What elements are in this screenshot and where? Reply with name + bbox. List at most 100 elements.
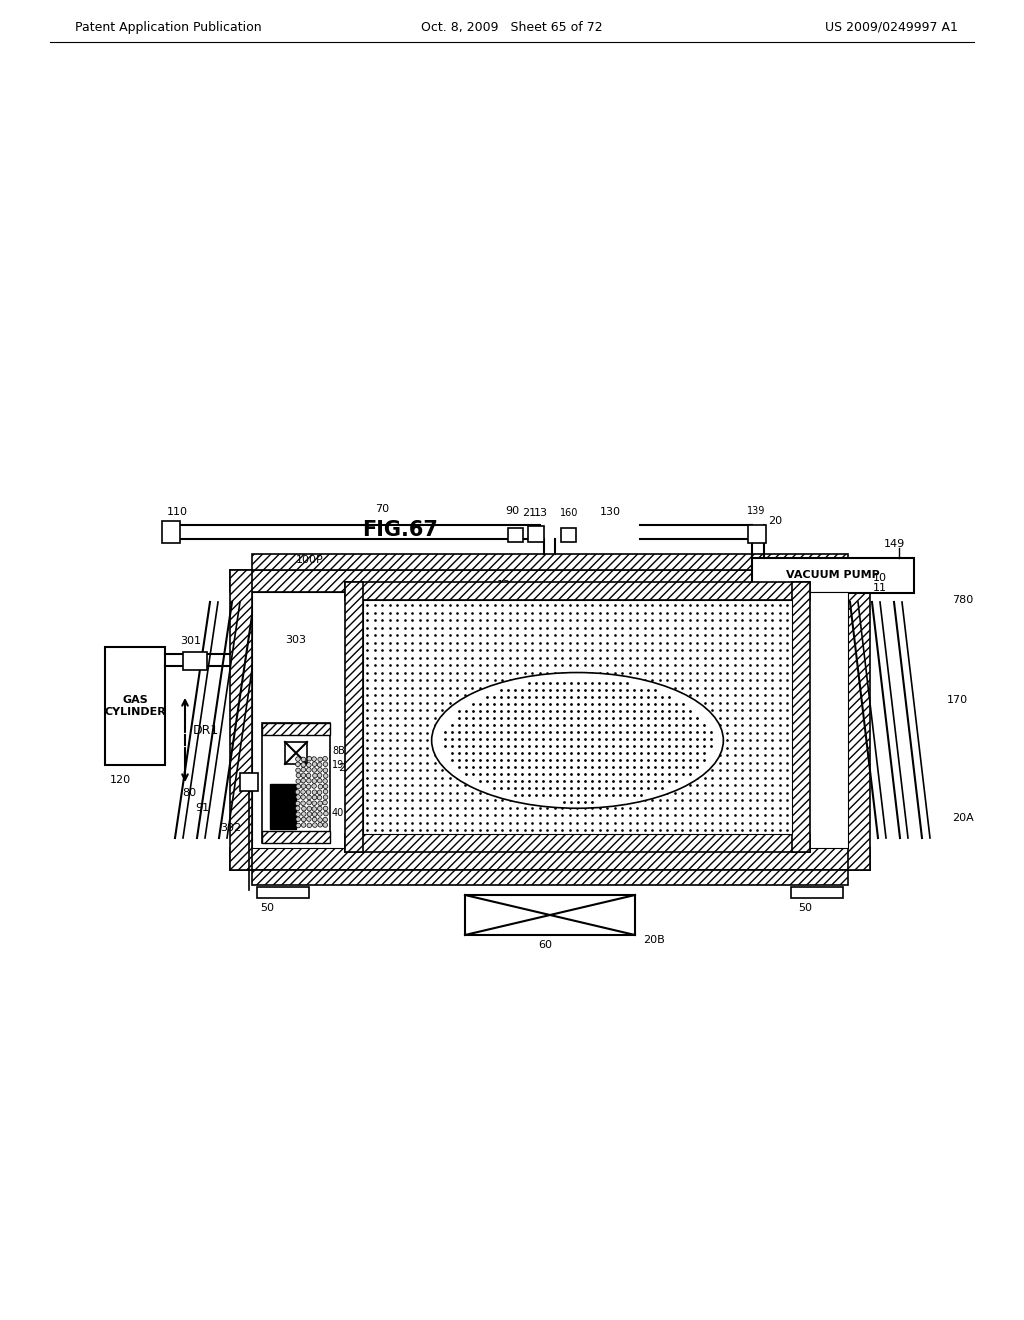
Circle shape — [296, 784, 301, 788]
Circle shape — [301, 774, 305, 777]
Text: 8B: 8B — [332, 746, 345, 756]
Circle shape — [318, 784, 323, 789]
Circle shape — [296, 779, 300, 784]
Circle shape — [324, 784, 328, 788]
Bar — [848, 570, 870, 870]
Circle shape — [317, 758, 323, 762]
Circle shape — [311, 756, 316, 762]
Text: 160: 160 — [560, 508, 579, 517]
Bar — [508, 528, 523, 543]
Bar — [345, 834, 810, 851]
Text: 303: 303 — [285, 635, 306, 645]
Bar — [262, 723, 330, 843]
Text: 10: 10 — [873, 573, 887, 583]
Text: 20A: 20A — [952, 813, 974, 822]
Circle shape — [296, 817, 300, 821]
Bar — [230, 570, 870, 591]
Circle shape — [312, 812, 316, 817]
Text: 21: 21 — [522, 508, 537, 517]
Circle shape — [323, 779, 328, 783]
Text: DR1: DR1 — [193, 723, 219, 737]
Bar — [561, 528, 575, 543]
Bar — [752, 558, 914, 593]
Circle shape — [324, 774, 328, 779]
Text: 120: 120 — [110, 775, 131, 785]
Circle shape — [307, 812, 311, 816]
Text: 90: 90 — [505, 506, 519, 516]
Circle shape — [296, 768, 300, 772]
Circle shape — [296, 756, 300, 762]
Circle shape — [323, 800, 328, 805]
Bar — [252, 591, 848, 847]
Text: GAS
CYLINDER: GAS CYLINDER — [104, 696, 166, 717]
Circle shape — [312, 774, 317, 777]
Text: 50: 50 — [798, 903, 812, 913]
Circle shape — [312, 817, 316, 822]
Circle shape — [306, 763, 311, 767]
Circle shape — [312, 807, 316, 812]
Circle shape — [323, 817, 328, 822]
Circle shape — [324, 789, 328, 793]
Circle shape — [301, 779, 305, 783]
Text: 13: 13 — [534, 508, 548, 517]
Bar — [262, 723, 330, 735]
Circle shape — [323, 822, 328, 828]
Text: 80: 80 — [182, 788, 197, 799]
Text: Oct. 8, 2009   Sheet 65 of 72: Oct. 8, 2009 Sheet 65 of 72 — [421, 21, 603, 33]
Circle shape — [317, 774, 322, 777]
Circle shape — [306, 784, 311, 789]
Circle shape — [301, 763, 305, 767]
Text: 40: 40 — [332, 808, 344, 818]
Text: VACUUM PUMP: VACUUM PUMP — [786, 570, 880, 581]
Text: Patent Application Publication: Patent Application Publication — [75, 21, 261, 33]
Circle shape — [307, 800, 311, 805]
Circle shape — [306, 817, 311, 821]
Text: 5B: 5B — [567, 603, 584, 616]
Circle shape — [312, 762, 316, 767]
Circle shape — [306, 789, 311, 795]
Bar — [345, 582, 810, 601]
Circle shape — [301, 822, 306, 828]
Text: 20B: 20B — [643, 935, 665, 945]
Circle shape — [317, 796, 322, 800]
Circle shape — [296, 824, 301, 828]
Bar — [105, 647, 165, 766]
Text: 20: 20 — [768, 516, 782, 525]
Bar — [792, 582, 810, 851]
Circle shape — [301, 812, 306, 816]
Bar — [252, 554, 848, 570]
Bar — [285, 742, 307, 764]
Circle shape — [301, 795, 305, 800]
Text: 70: 70 — [375, 504, 389, 513]
Bar — [748, 525, 766, 543]
Circle shape — [317, 763, 322, 767]
Circle shape — [306, 767, 311, 772]
Bar — [240, 774, 258, 791]
Circle shape — [317, 807, 323, 810]
Circle shape — [317, 791, 322, 795]
Circle shape — [312, 822, 317, 828]
Circle shape — [307, 756, 311, 762]
Circle shape — [317, 768, 323, 772]
Text: 100P: 100P — [296, 554, 324, 565]
Text: 60: 60 — [538, 940, 552, 950]
Bar — [791, 887, 843, 898]
Circle shape — [296, 762, 300, 767]
Circle shape — [317, 817, 323, 822]
Bar — [162, 521, 180, 543]
Text: 139: 139 — [746, 506, 765, 516]
Circle shape — [301, 767, 305, 772]
Circle shape — [301, 801, 305, 805]
Circle shape — [324, 807, 328, 810]
Circle shape — [311, 784, 316, 788]
Circle shape — [307, 795, 311, 800]
Text: 130: 130 — [600, 507, 621, 517]
Text: 12: 12 — [497, 579, 511, 590]
Text: 50: 50 — [260, 903, 274, 913]
Circle shape — [323, 756, 328, 762]
Circle shape — [317, 779, 322, 783]
Bar — [252, 870, 848, 884]
Bar — [270, 784, 296, 829]
Circle shape — [301, 789, 305, 795]
Text: 91: 91 — [195, 803, 209, 813]
